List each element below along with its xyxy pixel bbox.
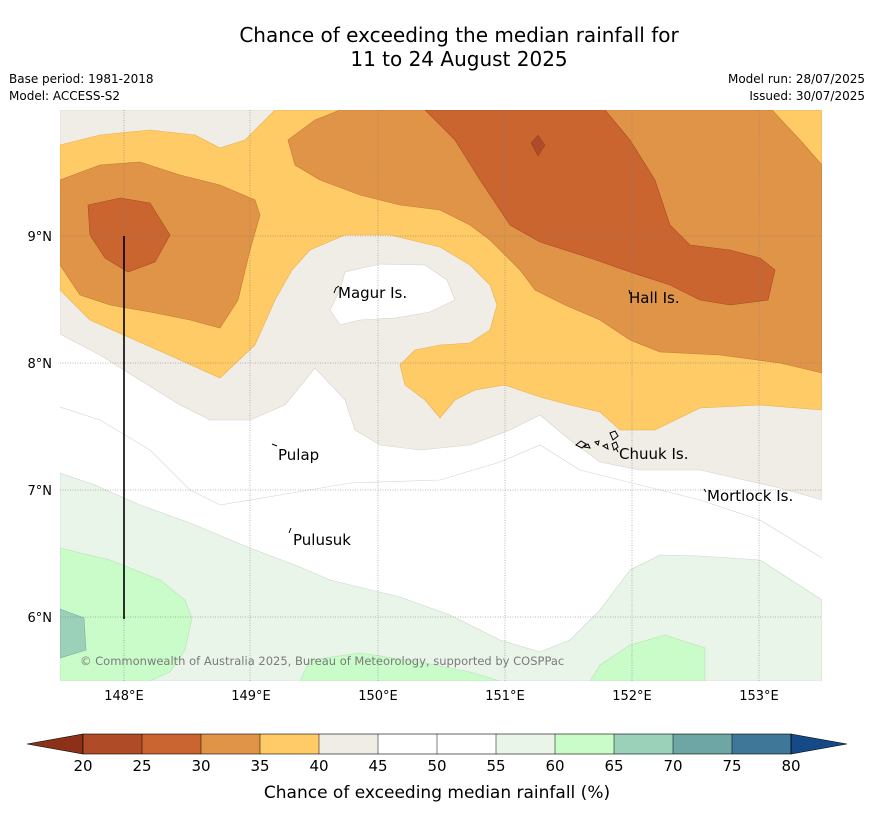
issued-text: Issued: 30/07/2025 — [749, 89, 865, 103]
colorbar-35-40 — [260, 734, 319, 754]
label-mortlock: Mortlock Is. — [707, 487, 793, 505]
label-magur: Magur Is. — [338, 284, 407, 302]
colorbar-55-60 — [496, 734, 555, 754]
colorbar-60-65 — [555, 734, 614, 754]
colorbar-tick-35: 35 — [250, 757, 269, 775]
colorbar-label: Chance of exceeding median rainfall (%) — [264, 783, 610, 803]
pulusuk-island-shape — [288, 527, 292, 534]
colorbar-50-55 — [437, 734, 496, 754]
graticule — [60, 110, 822, 681]
meta-right: Model run: 28/07/2025 Issued: 30/07/2025 — [728, 71, 865, 105]
colorbar-30-35 — [201, 734, 260, 754]
copyright-text: © Commonwealth of Australia 2025, Bureau… — [80, 654, 564, 668]
island-outlines — [271, 285, 707, 534]
lon-tick-148: 148°E — [104, 689, 144, 704]
colorbar-high-arrow — [790, 733, 848, 755]
colorbar-70-75 — [673, 734, 732, 754]
map-title: Chance of exceeding the median rainfall … — [0, 23, 873, 71]
lat-tick-6: 6°N — [28, 611, 53, 626]
lon-tick-labels: 148°E 149°E 150°E 151°E 152°E 153°E — [104, 689, 779, 704]
band-60-65-southeast — [589, 634, 706, 681]
colorbar-tick-45: 45 — [368, 757, 387, 775]
colorbar-tick-70: 70 — [663, 757, 682, 775]
colorbar-tick-50: 50 — [427, 757, 446, 775]
band-20-25 — [530, 134, 546, 157]
colorbar-65-70 — [614, 734, 673, 754]
rainfall-contours — [60, 110, 822, 681]
colorbar-tick-60: 60 — [545, 757, 564, 775]
band-60-65 — [60, 547, 193, 681]
colorbar-tick-75: 75 — [722, 757, 741, 775]
chuuk-lagoon-shape — [575, 430, 619, 453]
label-pulap: Pulap — [278, 446, 319, 464]
lat-tick-labels: 9°N 8°N 7°N 6°N — [28, 230, 53, 626]
hall-island-shape — [628, 289, 631, 295]
band-55-60 — [60, 472, 822, 681]
model-run-text: Model run: 28/07/2025 — [727, 72, 865, 86]
colorbar-tick-20: 20 — [73, 757, 92, 775]
label-chuuk: Chuuk Is. — [619, 445, 688, 463]
lon-tick-149: 149°E — [231, 689, 271, 704]
model-text: Model: ACCESS-S2 — [9, 89, 121, 103]
title-line-1: Chance of exceeding the median rainfall … — [239, 23, 679, 47]
lat-tick-9: 9°N — [28, 230, 53, 245]
colorbar-low-arrow — [26, 733, 84, 755]
colorbar-40-45 — [319, 734, 378, 754]
mortlock-island-shape — [703, 488, 707, 493]
band-65-70 — [60, 608, 87, 659]
band-60-65-south — [299, 652, 501, 681]
lon-tick-153: 153°E — [739, 689, 779, 704]
label-pulusuk: Pulusuk — [293, 531, 351, 549]
colorbar-25-30 — [142, 734, 201, 754]
pulap-island-shape — [271, 443, 278, 447]
colorbar-75-80 — [732, 734, 791, 754]
lon-tick-150: 150°E — [358, 689, 398, 704]
colorbar-tick-80: 80 — [781, 757, 800, 775]
band-25-30-north — [424, 110, 776, 306]
colorbar-20-25 — [83, 734, 142, 754]
contour-line-1 — [60, 406, 822, 559]
colorbar-tick-65: 65 — [604, 757, 623, 775]
colorbar-tick-25: 25 — [132, 757, 151, 775]
magur-island-shape — [333, 285, 340, 294]
lon-tick-152: 152°E — [612, 689, 652, 704]
title-line-2: 11 to 24 August 2025 — [350, 47, 568, 71]
colorbar-tick-40: 40 — [309, 757, 328, 775]
base-period-text: Base period: 1981-2018 — [9, 72, 154, 86]
band-25-30-west — [87, 197, 171, 273]
lat-tick-7: 7°N — [28, 484, 53, 499]
colorbar-45-50 — [378, 734, 437, 754]
colorbar: 20 25 30 35 40 45 50 55 60 65 70 75 80 C… — [26, 733, 848, 803]
label-hall: Hall Is. — [629, 289, 680, 307]
colorbar-tick-30: 30 — [191, 757, 210, 775]
lat-tick-8: 8°N — [28, 357, 53, 372]
meta-left: Base period: 1981-2018 Model: ACCESS-S2 — [9, 71, 154, 105]
lon-tick-151: 151°E — [485, 689, 525, 704]
colorbar-tick-55: 55 — [486, 757, 505, 775]
band-45-50-hole — [329, 263, 456, 326]
